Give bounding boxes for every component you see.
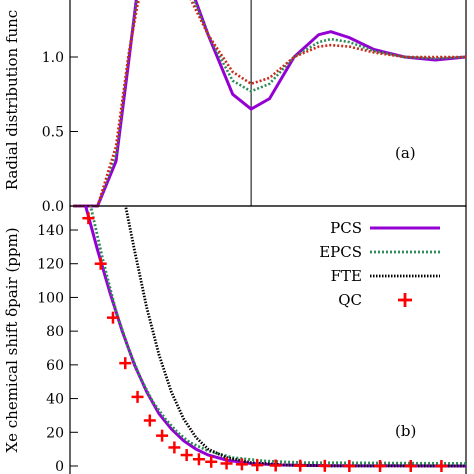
panel-b-frame: [69, 205, 467, 474]
panel-a-rdf: 0.00.51.01.5 (a) Radial distribution fun…: [3, 0, 467, 215]
panel-b-label: (b): [395, 422, 416, 440]
qc-data-point: [143, 414, 156, 427]
panel-a-y-tick-label: 0.0: [42, 199, 64, 215]
panel-b-y-axis-label: Xe chemical shift δpair (ppm): [3, 227, 21, 452]
qc-data-point: [235, 458, 248, 471]
panel-b-y-tick-label: 80: [46, 324, 64, 340]
panel-a-y-ticks: 0.00.51.01.5: [42, 50, 78, 215]
panel-b-y-ticks: 0 20 40 60 80 100 120 140: [37, 223, 78, 474]
panel-b-y-tick-label: 20: [46, 425, 64, 441]
qc-data-point: [205, 455, 218, 468]
qc-data-point: [131, 390, 144, 403]
panel-b-series: [82, 206, 466, 472]
panel-a-frame: [69, 0, 467, 207]
panel-b-y-tick-label: 0: [55, 459, 64, 474]
fte-series-line: [124, 206, 466, 468]
qc-data-point: [343, 460, 356, 472]
panel-a-series-line-1: [73, 0, 467, 208]
panel-a-y-tick-label: 1.0: [42, 50, 64, 66]
legend-label-qc: QC: [338, 291, 362, 309]
panel-b-y-tick-label: 60: [46, 358, 64, 374]
qc-data-point: [374, 460, 387, 472]
qc-data-point: [269, 459, 282, 472]
legend: PCS EPCS FTE QC: [319, 219, 440, 309]
panel-b-y-tick-label: 40: [46, 392, 64, 408]
panel-b-chemical-shift: 0 20 40 60 80 100 120 140 (b) Xe chemical shift…: [3, 205, 467, 474]
qc-data-point: [435, 460, 448, 472]
qc-data-point: [294, 459, 307, 472]
panel-b-y-tick-label: 100: [37, 290, 64, 306]
pcs-series-line: [84, 206, 466, 468]
qc-data-point: [180, 449, 193, 462]
qc-data-point: [168, 441, 181, 454]
panel-b-y-tick-label: 120: [37, 257, 64, 273]
qc-data-point: [318, 459, 331, 472]
panel-a-series-line-3: [73, 0, 466, 208]
qc-data-point: [82, 212, 95, 225]
panel-a-label: (a): [395, 144, 416, 162]
panel-b-y-axis-label-text: Xe chemical shift δpair (ppm): [3, 227, 21, 452]
epcs-series-line: [89, 206, 466, 465]
qc-data-point: [192, 453, 205, 466]
qc-data-point: [220, 457, 233, 470]
qc-data-point: [251, 459, 264, 472]
legend-label-epcs: EPCS: [319, 243, 362, 261]
panel-b-y-tick-label: 140: [37, 223, 64, 239]
panel-a-series: [73, 0, 467, 208]
legend-swatch-qc: [398, 293, 412, 307]
qc-data-point: [119, 357, 132, 370]
legend-label-pcs: PCS: [330, 219, 362, 237]
qc-data-point: [156, 429, 169, 442]
panel-a-y-axis-label: Radial distribution func: [3, 10, 21, 190]
qc-data-point: [404, 460, 417, 472]
qc-data-point: [106, 311, 119, 324]
qc-data-point: [94, 257, 107, 270]
legend-label-fte: FTE: [331, 267, 362, 285]
panel-a-y-tick-label: 0.5: [42, 125, 64, 141]
